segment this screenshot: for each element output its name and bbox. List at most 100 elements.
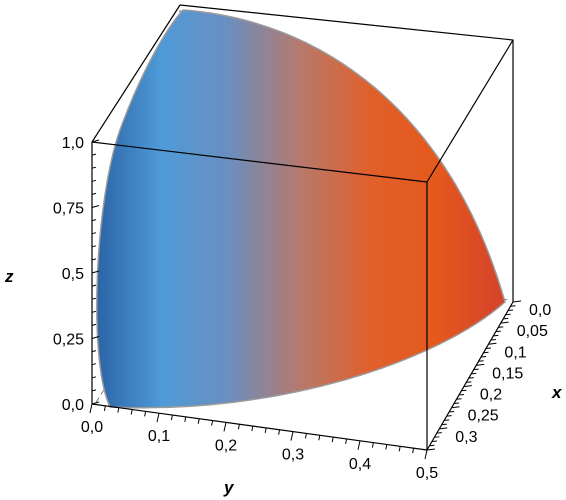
- y-tick: [264, 427, 267, 434]
- x-tick: [449, 410, 455, 413]
- x-tick: [503, 317, 509, 320]
- z-tick: [91, 139, 100, 143]
- y-tick: [130, 409, 133, 415]
- y-tick: [424, 449, 428, 460]
- x-tick: [439, 427, 448, 430]
- z-tick: [91, 219, 97, 222]
- x-tick-label: 0,05: [517, 323, 548, 340]
- z-tick: [91, 363, 97, 366]
- y-tick: [345, 438, 348, 445]
- x-tick: [481, 355, 487, 358]
- y-tick-label: 0,5: [416, 465, 438, 482]
- x-tick: [461, 389, 467, 392]
- z-tick: [91, 376, 97, 379]
- y-tick: [318, 435, 321, 441]
- x-tick: [471, 372, 477, 375]
- x-tick-label: 0,0: [529, 302, 551, 319]
- y-tick: [290, 431, 294, 441]
- x-tick: [456, 398, 462, 400]
- z-tick: [91, 350, 97, 353]
- x-tick: [512, 300, 522, 303]
- y-tick: [156, 413, 160, 423]
- z-tick-label: 1,0: [62, 135, 84, 152]
- y-tick: [371, 442, 374, 448]
- y-tick: [197, 418, 200, 424]
- z-tick: [91, 192, 97, 195]
- z-axis: 0,0 0,25 0,5 0,75 1,0: [53, 135, 100, 414]
- x-tick-label: 0,3: [455, 429, 477, 446]
- y-tick: [223, 422, 227, 432]
- z-tick: [91, 401, 100, 405]
- x-tick-label: 0,25: [468, 408, 499, 425]
- x-tick: [434, 436, 440, 438]
- x-tick: [490, 339, 496, 341]
- y-tick-label: 0,4: [349, 456, 371, 473]
- y-tick: [331, 437, 334, 443]
- y-tick-label: 0,0: [81, 419, 103, 436]
- y-tick: [412, 448, 415, 454]
- x-tick: [508, 309, 514, 311]
- x-tick: [468, 377, 474, 379]
- y-tick: [237, 424, 240, 430]
- y-tick: [398, 446, 401, 452]
- x-tick: [446, 415, 452, 417]
- x-tick: [483, 351, 489, 354]
- z-tick: [91, 297, 97, 300]
- x-axis-title: x: [551, 383, 563, 402]
- sphere-surface: [96, 9, 506, 409]
- y-tick: [304, 433, 307, 439]
- z-tick: [91, 153, 97, 156]
- y-tick: [251, 425, 254, 432]
- x-tick: [444, 419, 450, 421]
- z-tick: [91, 323, 97, 326]
- z-tick-label: 0,75: [53, 201, 84, 218]
- x-tick: [466, 381, 472, 383]
- x-tick: [498, 326, 504, 328]
- z-tick: [91, 166, 97, 169]
- z-tick-label: 0,25: [53, 332, 84, 349]
- z-tick: [91, 179, 97, 182]
- x-axis: 0,0 0,05 0,1 0,15 0,2 0,25 0,3: [426, 300, 551, 451]
- z-tick: [91, 258, 97, 261]
- x-tick: [426, 448, 436, 451]
- y-axis-title: y: [223, 478, 235, 497]
- z-tick: [91, 389, 97, 392]
- x-tick: [431, 440, 437, 443]
- z-tick-label: 0,0: [62, 397, 84, 414]
- y-tick: [357, 440, 361, 450]
- y-tick: [184, 416, 187, 422]
- y-tick: [211, 420, 214, 426]
- y-tick: [117, 407, 120, 413]
- y-tick-label: 0,3: [282, 447, 304, 464]
- x-tick: [505, 313, 511, 316]
- x-tick: [478, 360, 484, 362]
- x-tick: [488, 342, 497, 345]
- x-tick: [441, 423, 447, 426]
- x-tick: [436, 432, 442, 434]
- z-tick: [91, 232, 97, 235]
- y-tick: [170, 414, 173, 421]
- z-tick: [91, 245, 97, 248]
- y-axis: 0,0 0,1 0,2 0,3 0,4 0,5: [81, 403, 438, 482]
- x-tick: [495, 330, 501, 333]
- y-tick-label: 0,2: [215, 437, 237, 454]
- z-tick-label: 0,5: [62, 266, 84, 283]
- x-tick-label: 0,1: [504, 344, 526, 361]
- x-tick: [476, 363, 485, 366]
- x-tick: [473, 368, 479, 371]
- x-tick: [485, 347, 492, 350]
- x-tick: [493, 334, 499, 337]
- x-tick: [500, 321, 509, 324]
- x-tick: [510, 305, 516, 307]
- y-tick: [385, 444, 388, 450]
- z-tick: [91, 205, 100, 208]
- x-tick: [453, 402, 460, 404]
- y-tick: [103, 405, 106, 411]
- z-tick: [91, 336, 100, 339]
- y-tick: [144, 411, 147, 417]
- x-tick: [451, 406, 460, 409]
- x-tick: [429, 444, 435, 447]
- y-tick-label: 0,1: [148, 428, 170, 445]
- z-tick: [91, 284, 97, 287]
